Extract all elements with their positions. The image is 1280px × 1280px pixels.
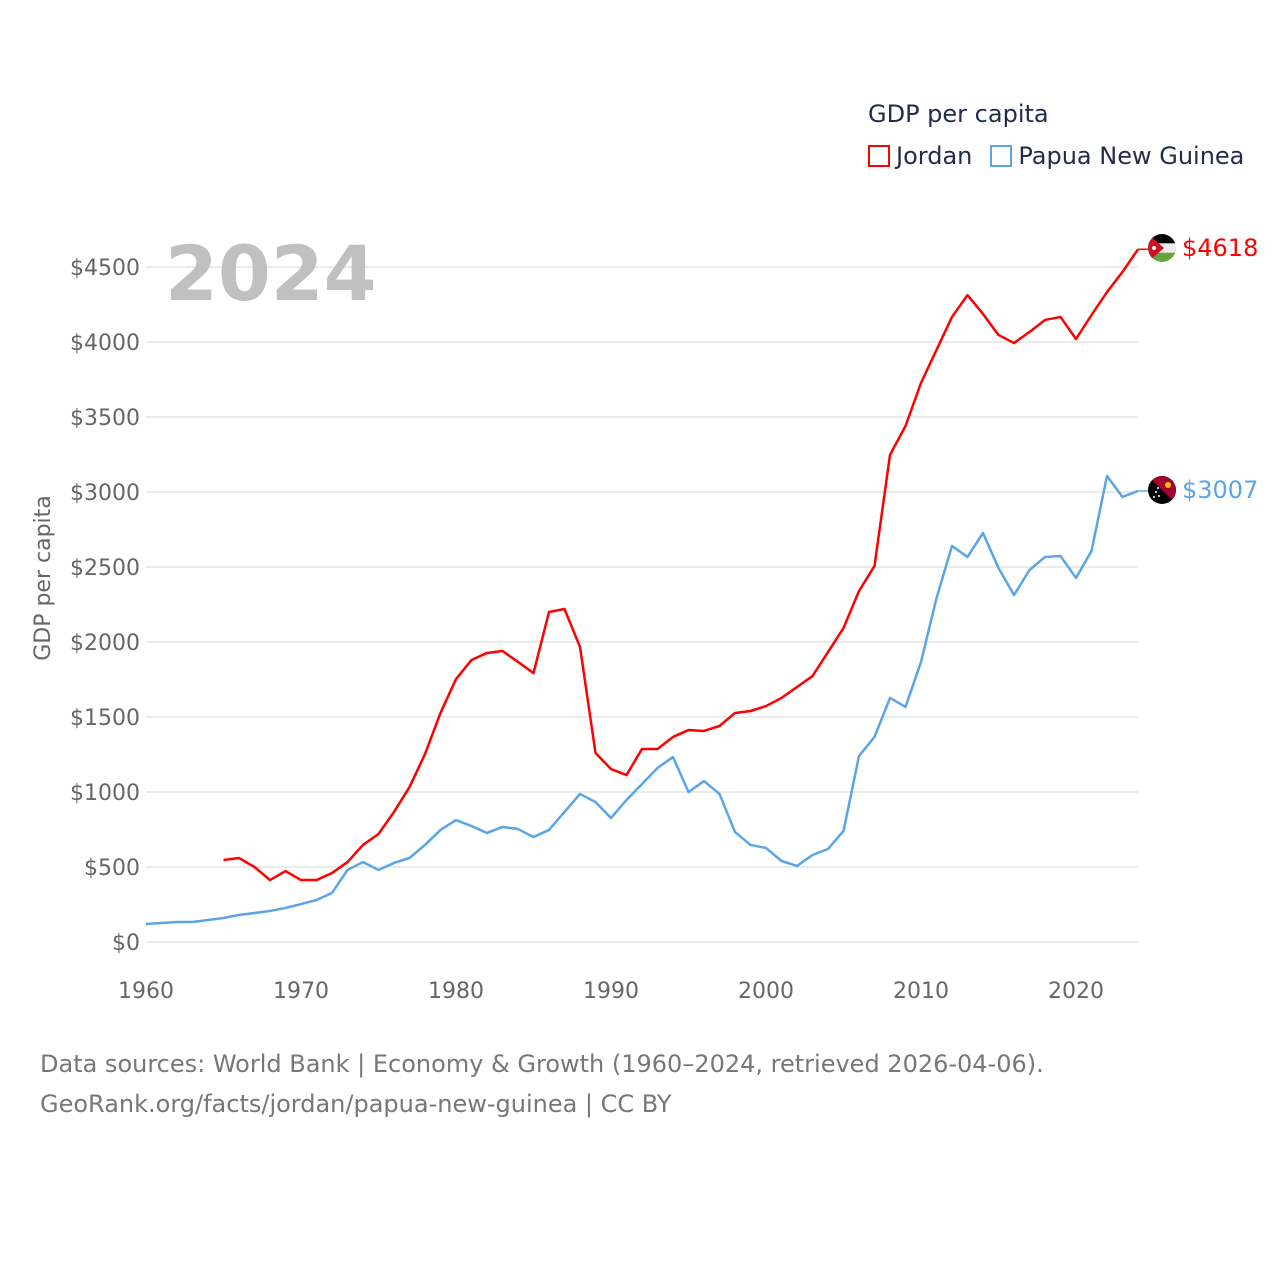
papua-new-guinea-end-label: $3007	[1182, 476, 1258, 504]
x-tick-label: 1970	[273, 979, 329, 1004]
series-line-jordan	[223, 248, 1140, 882]
y-axis-label: GDP per capita	[31, 495, 56, 661]
legend-item-jordan[interactable]: Jordan	[868, 142, 972, 170]
y-tick-label: $0	[112, 931, 140, 956]
y-tick-label: $3500	[70, 406, 140, 431]
x-tick-label: 2020	[1048, 979, 1104, 1004]
y-tick-label: $2500	[70, 556, 140, 581]
x-axis-ticks: 1960 1970 1980 1990 2000 2010 2020	[118, 979, 1104, 1004]
legend-label: Papua New Guinea	[1018, 142, 1245, 170]
legend: Jordan Papua New Guinea	[868, 142, 1244, 170]
x-tick-label: 2000	[738, 979, 794, 1004]
series-lines	[145, 248, 1148, 926]
y-axis-ticks: $0 $500 $1000 $1500 $2000 $2500 $3000 $3500 $400…	[70, 256, 140, 956]
footer: Data sources: World Bank | Economy & Gro…	[40, 1044, 1044, 1124]
y-tick-label: $3000	[70, 481, 140, 506]
data-source-text: Data sources: World Bank | Economy & Gro…	[40, 1050, 1044, 1078]
x-tick-label: 1960	[118, 979, 174, 1004]
legend-swatch-jordan	[868, 145, 890, 167]
y-tick-label: $500	[84, 856, 140, 881]
legend-swatch-papua-new-guinea	[990, 145, 1013, 167]
jordan-end-label: $4618	[1182, 234, 1258, 262]
y-tick-label: $4500	[70, 256, 140, 281]
source-link[interactable]: GeoRank.org/facts/jordan/papua-new-guine…	[40, 1090, 672, 1118]
gridlines	[146, 266, 1138, 943]
x-tick-label: 2010	[893, 979, 949, 1004]
y-tick-label: $1000	[70, 781, 140, 806]
x-tick-label: 1990	[583, 979, 639, 1004]
jordan-flag-icon	[1148, 234, 1176, 262]
legend-label: Jordan	[896, 142, 973, 170]
legend-item-papua-new-guinea[interactable]: Papua New Guinea	[990, 142, 1244, 170]
y-tick-label: $4000	[70, 331, 140, 356]
year-label: 2024	[165, 229, 377, 318]
series-line-papua-new-guinea	[145, 474, 1139, 926]
papua-new-guinea-flag-icon	[1148, 476, 1176, 504]
legend-title: GDP per capita	[868, 100, 1049, 128]
x-tick-label: 1980	[428, 979, 484, 1004]
y-tick-label: $2000	[70, 631, 140, 656]
y-tick-label: $1500	[70, 706, 140, 731]
